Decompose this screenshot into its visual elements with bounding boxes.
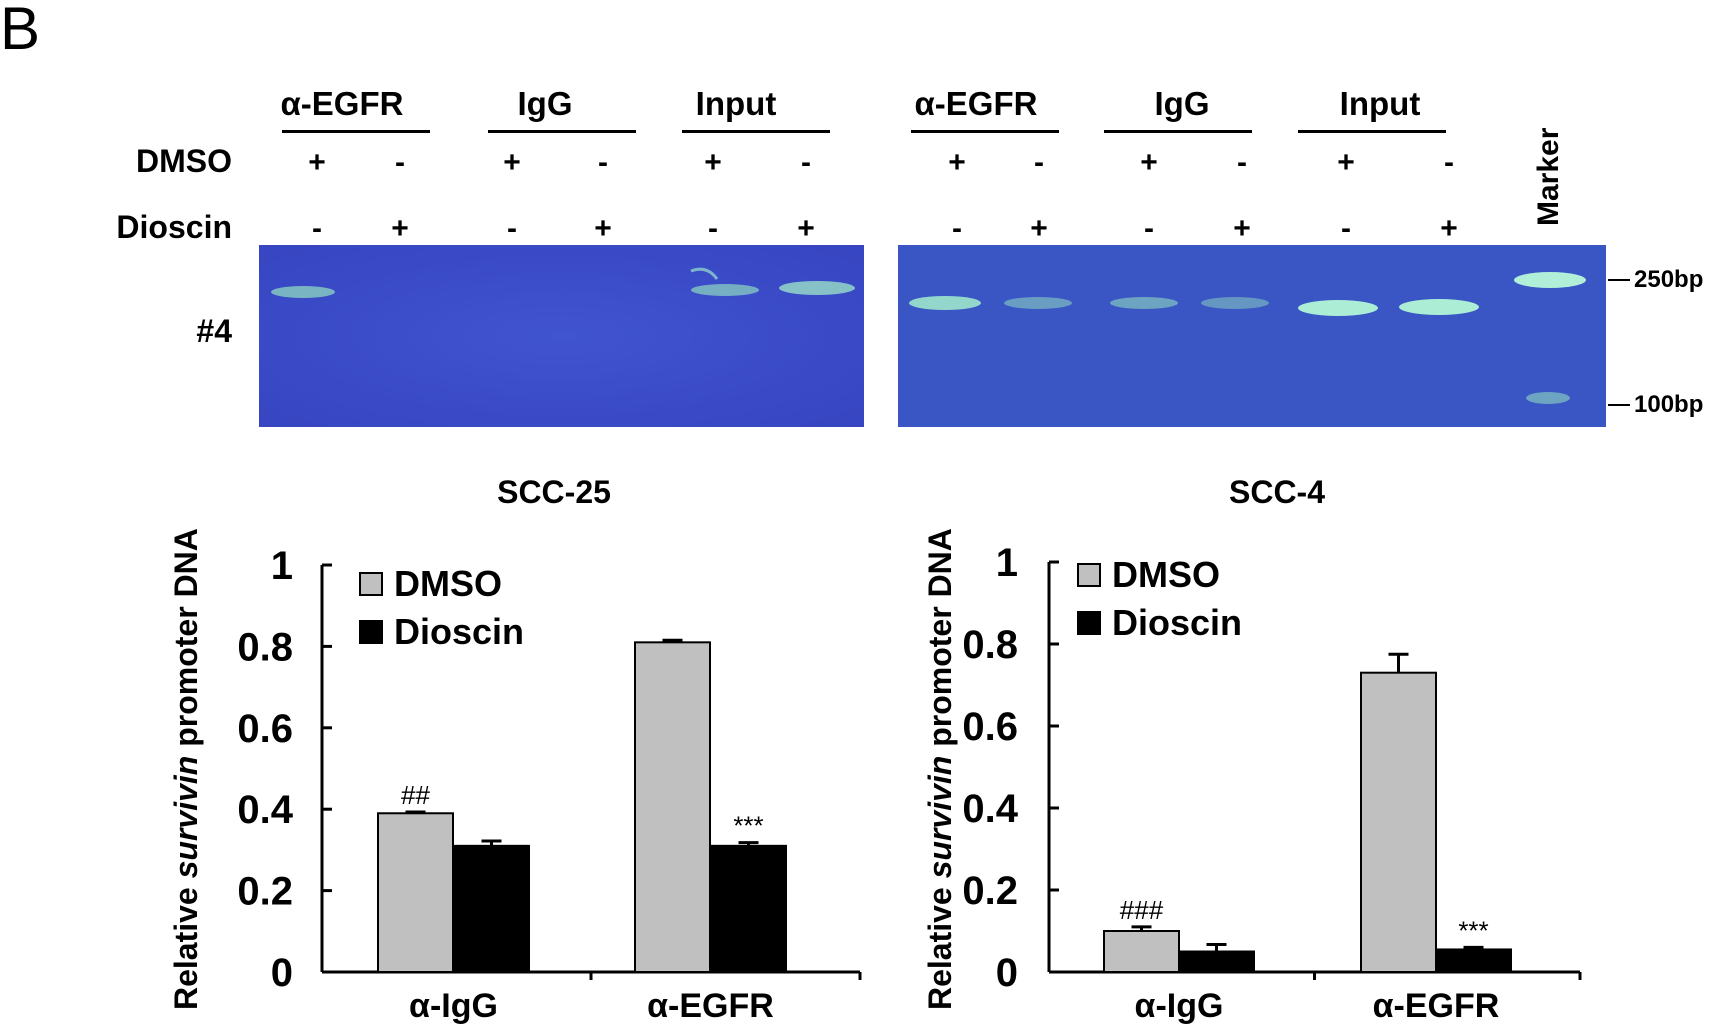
gel-background (259, 245, 864, 427)
significance-marker: ### (1120, 895, 1164, 925)
dioscin-sign: - (312, 212, 322, 245)
y-tick-label: 1 (271, 544, 293, 588)
dioscin-sign: + (594, 212, 612, 245)
gel-group-label: IgG (1154, 85, 1210, 122)
dmso-sign: + (308, 146, 326, 179)
y-tick-label: 0.4 (962, 787, 1018, 831)
legend-swatch (359, 620, 383, 644)
gel-group-line (911, 130, 1059, 133)
y-tick-label: 0.8 (962, 623, 1018, 667)
dmso-sign: + (1337, 146, 1355, 179)
bar-dmso (634, 641, 711, 974)
bp-label-100: 100bp (1634, 391, 1704, 418)
dmso-sign: + (1140, 146, 1158, 179)
dioscin-sign: - (708, 212, 718, 245)
dioscin-sign: + (797, 212, 815, 245)
bar-dmso (1360, 671, 1437, 973)
y-tick-label: 0.2 (962, 869, 1018, 913)
chart-title: SCC-4 (1228, 474, 1325, 510)
dioscin-sign: + (1030, 212, 1048, 245)
dmso-sign: - (395, 146, 405, 179)
dioscin-sign: + (391, 212, 409, 245)
gel-band (909, 296, 981, 310)
dmso-sign: - (598, 146, 608, 179)
gel-group-label: Input (1339, 85, 1421, 122)
x-tick-label: α-IgG (409, 987, 498, 1025)
gel-image-right (898, 245, 1606, 427)
bp-tick (1608, 279, 1630, 281)
gel-image-left (259, 245, 864, 427)
bar-dioscin (453, 844, 530, 974)
gel-band (271, 286, 335, 298)
panel-letter: B (0, 0, 41, 62)
gel-band (1110, 297, 1178, 309)
y-tick-label: 0.4 (237, 788, 293, 832)
gel-group-label: α-EGFR (914, 85, 1038, 122)
row-label-dioscin: Dioscin (116, 209, 232, 245)
dmso-sign: + (704, 146, 722, 179)
gel-band (779, 281, 855, 295)
bp-tick (1608, 404, 1630, 406)
gel-band (1399, 299, 1479, 315)
dioscin-sign: - (507, 212, 517, 245)
dioscin-sign: - (952, 212, 962, 245)
sample-label: #4 (196, 313, 232, 349)
legend-label: DMSO (394, 563, 502, 604)
dioscin-sign: + (1233, 212, 1251, 245)
significance-marker: *** (733, 811, 763, 841)
gel-group-line (1104, 130, 1252, 133)
row-label-dmso: DMSO (136, 143, 232, 179)
significance-marker: ## (401, 780, 430, 810)
legend-label: DMSO (1112, 554, 1220, 595)
gel-group-line (682, 130, 830, 133)
gel-group-line (1298, 130, 1446, 133)
dmso-sign: - (1444, 146, 1454, 179)
gel-band (1201, 297, 1269, 309)
gel-group-line (282, 130, 430, 133)
chart-title: SCC-25 (497, 474, 611, 510)
dmso-sign: + (503, 146, 521, 179)
bp-label-250: 250bp (1634, 266, 1704, 293)
gel-band (1526, 392, 1570, 404)
x-tick-label: α-IgG (1135, 987, 1224, 1025)
gel-band (691, 284, 759, 296)
gel-group-label: α-EGFR (280, 85, 404, 122)
dmso-sign: - (1034, 146, 1044, 179)
gel-artifact (690, 267, 719, 280)
bar-dmso (1103, 930, 1180, 973)
legend-swatch (359, 572, 383, 596)
bar-dioscin (1178, 950, 1255, 973)
gel-group-label: Input (695, 85, 777, 122)
x-tick-label: α-EGFR (647, 987, 774, 1025)
y-tick-label: 0.8 (237, 625, 293, 669)
dmso-sign: - (801, 146, 811, 179)
dioscin-sign: - (1341, 212, 1351, 245)
gel-group-label: IgG (517, 85, 573, 122)
y-tick-label: 0.6 (237, 707, 293, 751)
gel-group-line (488, 130, 636, 133)
x-tick-label: α-EGFR (1373, 987, 1500, 1025)
gel-band (1514, 272, 1586, 288)
gel-band (1004, 297, 1072, 309)
dioscin-sign: + (1440, 212, 1458, 245)
significance-marker: *** (1458, 915, 1488, 945)
gel-background (898, 245, 1606, 427)
dioscin-sign: - (1144, 212, 1154, 245)
y-tick-label: 0.6 (962, 705, 1018, 749)
y-tick-label: 0.2 (237, 870, 293, 914)
legend-swatch (1077, 611, 1101, 635)
gel-band (1298, 300, 1378, 316)
y-tick-label: 0 (271, 951, 293, 995)
y-tick-label: 0 (996, 951, 1018, 995)
bar-dioscin (1435, 948, 1512, 974)
legend-swatch (1077, 563, 1101, 587)
dmso-sign: - (1237, 146, 1247, 179)
legend-label: Dioscin (394, 611, 524, 652)
dmso-sign: + (948, 146, 966, 179)
legend-label: Dioscin (1112, 602, 1242, 643)
y-tick-label: 1 (996, 541, 1018, 585)
